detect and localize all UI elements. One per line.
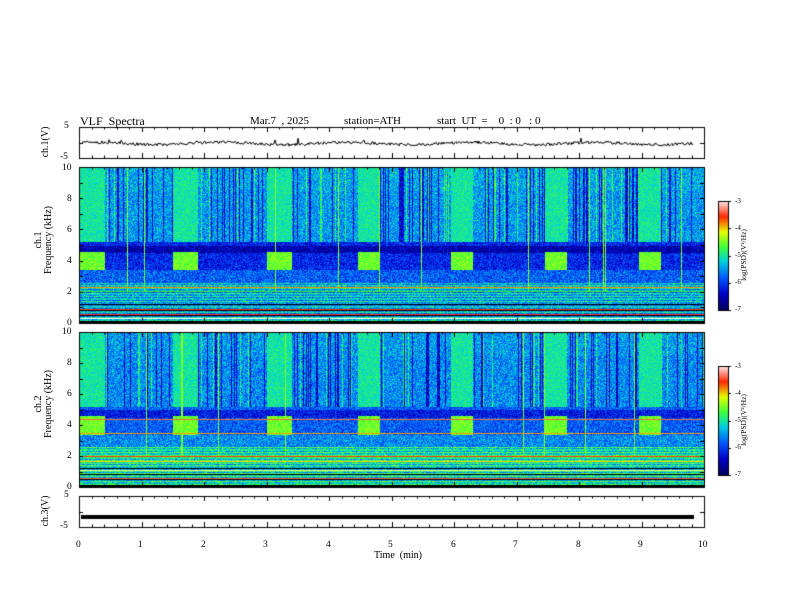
spec2-ytick: 10 xyxy=(62,327,72,337)
x-tick: 8 xyxy=(576,540,581,550)
colorbar1-label: log(PSD)(V²/Hz) xyxy=(739,229,748,281)
x-tick: 0 xyxy=(76,540,81,550)
x-tick: 4 xyxy=(326,540,331,550)
colorbar1-tick: -7 xyxy=(735,305,741,313)
spec2-ytick: 6 xyxy=(67,389,72,399)
start-ut-label: start UT = 0 : 0 : 0 xyxy=(437,115,541,127)
colorbar2-tick: -3 xyxy=(735,362,741,370)
x-tick: 5 xyxy=(388,540,393,550)
x-tick: 6 xyxy=(451,540,456,550)
spec1-ytick: 4 xyxy=(67,256,72,266)
ch3-wave-ytick: 5 xyxy=(64,490,69,500)
spec1-ytick: 2 xyxy=(67,287,72,297)
x-tick: 2 xyxy=(201,540,206,550)
colorbar2-tick: -5 xyxy=(735,416,741,424)
colorbar2-label: log(PSD)(V²/Hz) xyxy=(739,394,748,446)
x-tick: 3 xyxy=(263,540,268,550)
spec1-ylabel: ch.1 Frequency (kHz) xyxy=(33,205,54,275)
x-axis-label: Time (min) xyxy=(374,550,422,561)
spec2-ytick: 0 xyxy=(67,482,72,492)
chart-title: VLF Spectra xyxy=(80,114,145,128)
spec1-ytick: 0 xyxy=(67,318,72,328)
spec1-ytick: 6 xyxy=(67,225,72,235)
x-tick: 7 xyxy=(513,540,518,550)
station-label: station=ATH xyxy=(344,115,401,127)
spec1-ytick: 8 xyxy=(67,194,72,204)
date-label: Mar.7 , 2025 xyxy=(250,115,309,127)
ch3-wave-ytick: -5 xyxy=(60,521,68,531)
spec2-ytick: 2 xyxy=(67,451,72,461)
spec2-ylabel: ch.2 Frequency (kHz) xyxy=(33,369,54,439)
ch3-wave-ylabel: ch.3(V) xyxy=(40,495,51,527)
colorbar1-tick: -5 xyxy=(735,251,741,259)
x-tick: 1 xyxy=(138,540,143,550)
x-tick: 9 xyxy=(638,540,643,550)
ch1-wave-ylabel: ch.1(V) xyxy=(40,126,51,158)
colorbar1-tick: -4 xyxy=(735,224,741,232)
colorbar1-tick: -3 xyxy=(735,197,741,205)
spec1-ytick: 10 xyxy=(62,163,72,173)
ch1-wave-ytick: -5 xyxy=(60,152,68,162)
ch1-wave-ytick: 5 xyxy=(64,121,69,131)
x-tick: 10 xyxy=(698,540,708,550)
colorbar2-tick: -7 xyxy=(735,470,741,478)
spec2-ytick: 4 xyxy=(67,420,72,430)
spec2-ytick: 8 xyxy=(67,358,72,368)
colorbar1-tick: -6 xyxy=(735,278,741,286)
colorbar2-tick: -4 xyxy=(735,389,741,397)
colorbar2-tick: -6 xyxy=(735,443,741,451)
